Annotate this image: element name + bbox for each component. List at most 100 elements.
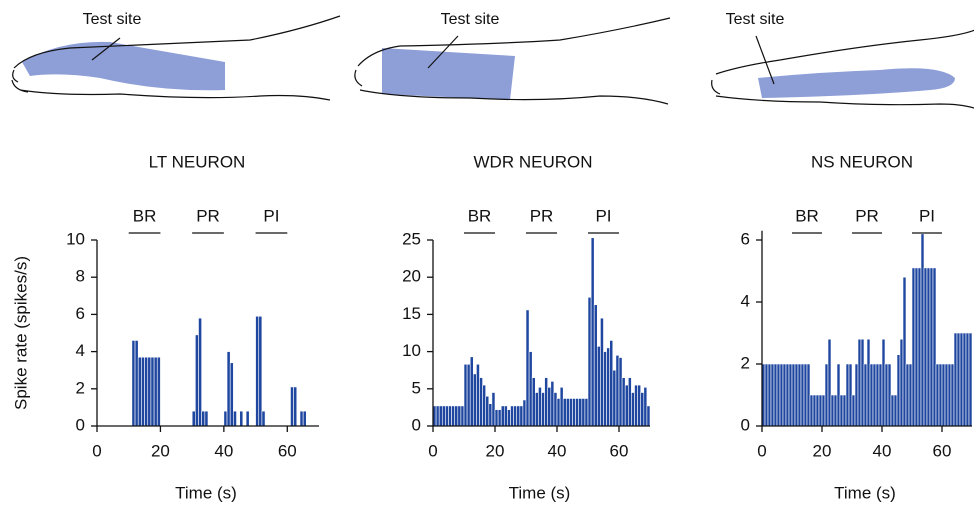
bar xyxy=(233,410,237,427)
bar xyxy=(466,363,471,427)
bar xyxy=(914,267,919,427)
bar xyxy=(293,386,298,427)
bar xyxy=(503,405,508,427)
bar xyxy=(824,363,829,427)
bar xyxy=(612,369,617,427)
bar xyxy=(522,399,527,427)
y-tick-label: 5 xyxy=(412,378,421,397)
bar xyxy=(448,405,452,427)
bar xyxy=(153,356,158,427)
bar xyxy=(513,405,517,427)
bar xyxy=(815,394,820,427)
y-tick-label: 15 xyxy=(402,304,421,323)
y-tick-label: 20 xyxy=(402,267,421,286)
bar xyxy=(624,384,629,427)
bar xyxy=(476,363,480,427)
bar xyxy=(776,363,781,427)
bar xyxy=(559,387,564,427)
bar xyxy=(497,409,502,427)
bar xyxy=(255,315,260,427)
bar xyxy=(569,398,573,427)
stimulus-label: PI xyxy=(263,206,279,225)
x-tick-label: 20 xyxy=(486,441,505,460)
bar xyxy=(201,410,206,427)
y-tick-label: 0 xyxy=(76,415,85,434)
bar xyxy=(923,267,928,427)
bar xyxy=(457,405,462,427)
y-tick-label: 4 xyxy=(741,291,750,310)
bar xyxy=(229,362,234,427)
bar xyxy=(830,394,835,427)
bar xyxy=(917,267,922,427)
bar xyxy=(634,384,638,427)
bar xyxy=(575,398,579,427)
x-tick-label: 40 xyxy=(873,441,892,460)
bar xyxy=(821,394,826,427)
bar xyxy=(953,332,958,427)
bar xyxy=(258,315,263,427)
bar xyxy=(646,405,651,427)
chart-title: LT NEURON xyxy=(149,152,246,171)
bar xyxy=(562,398,567,427)
bar xyxy=(857,338,862,427)
bar xyxy=(767,363,772,427)
bar xyxy=(803,363,808,427)
bar xyxy=(962,332,967,427)
bar xyxy=(887,363,892,427)
bar xyxy=(631,392,635,427)
bar xyxy=(863,363,868,427)
bar xyxy=(239,410,244,427)
bar xyxy=(479,377,483,427)
bar xyxy=(812,394,817,427)
arm-illustration xyxy=(11,15,341,101)
bar xyxy=(516,405,521,427)
bar xyxy=(833,394,838,427)
bar xyxy=(547,387,552,427)
bar xyxy=(621,377,626,427)
bar xyxy=(488,403,493,427)
y-tick-label: 4 xyxy=(76,341,85,360)
bar xyxy=(507,409,511,427)
x-tick-label: 0 xyxy=(428,441,437,460)
y-tick-label: 2 xyxy=(76,378,85,397)
arm-illustration xyxy=(711,29,974,109)
y-axis-label: Spike rate (spikes/s) xyxy=(11,256,30,410)
bar xyxy=(460,405,465,427)
chart-title: WDR NEURON xyxy=(474,152,593,171)
bar xyxy=(141,356,145,427)
bar xyxy=(968,332,973,427)
bar xyxy=(956,332,961,427)
bar xyxy=(531,377,536,427)
bar xyxy=(302,410,307,427)
bar xyxy=(565,398,570,427)
bar xyxy=(896,354,901,427)
bar xyxy=(794,363,799,427)
bar xyxy=(438,405,443,427)
bar xyxy=(893,394,898,427)
bar xyxy=(947,363,952,427)
bar xyxy=(261,410,266,427)
bar xyxy=(640,392,645,427)
chart-title: NS NEURON xyxy=(811,152,913,171)
y-tick-label: 8 xyxy=(76,267,85,286)
bar xyxy=(941,363,946,427)
bar xyxy=(226,351,231,427)
bar xyxy=(131,340,136,427)
bar xyxy=(764,363,769,427)
y-tick-label: 0 xyxy=(741,415,750,434)
y-tick-label: 25 xyxy=(402,229,421,248)
x-axis-label: Time (s) xyxy=(509,483,571,502)
x-axis-label: Time (s) xyxy=(175,483,237,502)
y-tick-label: 10 xyxy=(66,229,85,248)
bar xyxy=(848,363,853,427)
bar xyxy=(541,392,545,427)
bar xyxy=(195,334,199,427)
bar xyxy=(472,373,477,427)
bar xyxy=(463,363,468,427)
bar xyxy=(926,267,931,427)
bar xyxy=(538,387,542,427)
bar xyxy=(827,338,832,427)
y-tick-label: 2 xyxy=(741,353,750,372)
bar xyxy=(938,363,943,427)
bar xyxy=(596,346,601,427)
